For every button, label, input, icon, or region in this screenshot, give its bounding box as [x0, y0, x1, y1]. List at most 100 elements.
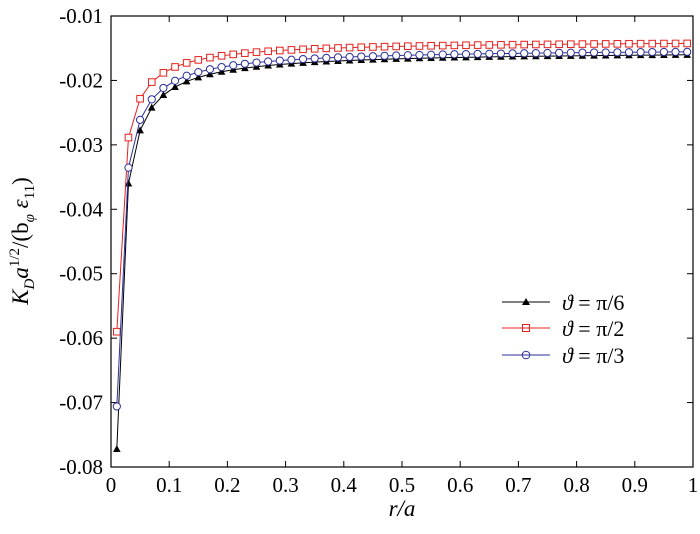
data-point — [159, 83, 168, 93]
x-tick-label: 0.5 — [389, 473, 415, 497]
y-tick-label: -0.05 — [59, 262, 103, 286]
svg-text:ϑ = π/6: ϑ = π/6 — [562, 290, 624, 315]
data-point — [496, 49, 506, 58]
legend-var: ϑ — [562, 290, 574, 315]
legend-label: = π/3 — [573, 343, 625, 368]
data-point — [217, 67, 226, 75]
data-point — [450, 50, 459, 59]
data-point — [671, 39, 680, 48]
data-point — [322, 44, 331, 53]
data-point — [566, 40, 575, 48]
data-point — [520, 49, 529, 58]
data-point — [636, 48, 645, 57]
data-point — [194, 67, 203, 77]
data-point — [159, 69, 168, 77]
data-point — [485, 41, 494, 49]
data-point — [287, 46, 296, 54]
data-point — [217, 62, 226, 72]
x-tick-label: 0.4 — [331, 473, 358, 497]
data-point — [182, 77, 191, 85]
data-point — [182, 71, 191, 80]
y-tick-label: -0.01 — [59, 4, 103, 28]
x-tick-label: 0.6 — [447, 473, 473, 497]
data-point — [380, 51, 389, 60]
data-point — [438, 41, 447, 50]
data-point — [636, 39, 645, 48]
legend-var: ϑ — [562, 316, 574, 341]
data-point — [508, 40, 517, 49]
data-point — [683, 47, 692, 56]
x-tick-label: 1 — [688, 473, 699, 497]
data-point — [671, 47, 680, 57]
data-point — [136, 115, 145, 124]
data-point — [182, 59, 191, 67]
data-point — [205, 65, 215, 74]
data-point — [450, 41, 459, 50]
data-point — [147, 95, 156, 104]
data-point — [357, 43, 366, 52]
data-point — [287, 55, 296, 64]
data-point — [298, 54, 308, 64]
data-point — [508, 49, 517, 58]
data-point — [112, 402, 121, 411]
y-tick-label: -0.04 — [59, 197, 103, 221]
x-tick-label: 0.3 — [272, 473, 298, 497]
y-tick-label: -0.06 — [59, 326, 103, 350]
data-point — [520, 40, 529, 49]
data-point — [659, 47, 669, 57]
data-point — [543, 40, 552, 49]
svg-text:ϑ = π/2: ϑ = π/2 — [562, 316, 624, 341]
data-point — [217, 52, 226, 60]
legend-var: ϑ — [562, 343, 574, 368]
data-point — [240, 59, 249, 68]
y-tick-label: -0.02 — [59, 68, 103, 92]
data-point — [497, 41, 505, 49]
data-point — [136, 126, 144, 134]
data-point — [345, 52, 354, 62]
legend: ϑ = π/6 ϑ = π/2 ϑ = π/3 — [502, 290, 624, 368]
data-point — [113, 444, 121, 452]
data-point — [275, 46, 284, 55]
series-2 — [112, 47, 692, 411]
data-point — [392, 42, 400, 51]
legend-label: = π/2 — [573, 316, 625, 341]
data-point — [624, 48, 634, 57]
data-point — [229, 61, 238, 70]
data-point — [147, 78, 156, 86]
series-layer — [112, 39, 692, 452]
data-point — [613, 40, 622, 48]
data-point — [438, 50, 447, 59]
data-point — [415, 42, 424, 50]
data-point — [648, 47, 657, 57]
data-point — [113, 327, 121, 336]
data-point — [590, 40, 598, 48]
data-point — [531, 49, 540, 58]
data-point — [310, 54, 319, 63]
legend-marker-triangle — [522, 298, 530, 305]
data-point — [473, 41, 482, 49]
data-point — [345, 43, 354, 52]
x-tick-label: 0.7 — [505, 473, 531, 497]
data-point — [543, 48, 552, 58]
data-point — [310, 45, 319, 53]
data-point — [485, 49, 494, 58]
data-point — [555, 48, 564, 57]
data-point — [613, 48, 622, 57]
data-point — [147, 103, 156, 111]
legend-label: = π/6 — [573, 290, 625, 315]
data-point — [229, 50, 238, 59]
data-point — [601, 48, 610, 57]
data-point — [415, 50, 424, 60]
data-point — [275, 56, 284, 65]
data-point — [625, 39, 633, 48]
plot-frame — [110, 15, 694, 468]
data-point — [241, 49, 249, 57]
x-tick-label: 0.2 — [214, 473, 240, 497]
series-1 — [113, 39, 691, 336]
data-point — [578, 40, 587, 48]
data-point — [252, 48, 261, 56]
legend-marker-circle — [521, 350, 531, 360]
x-axis-label: r/a — [389, 496, 416, 521]
data-point — [124, 179, 133, 187]
